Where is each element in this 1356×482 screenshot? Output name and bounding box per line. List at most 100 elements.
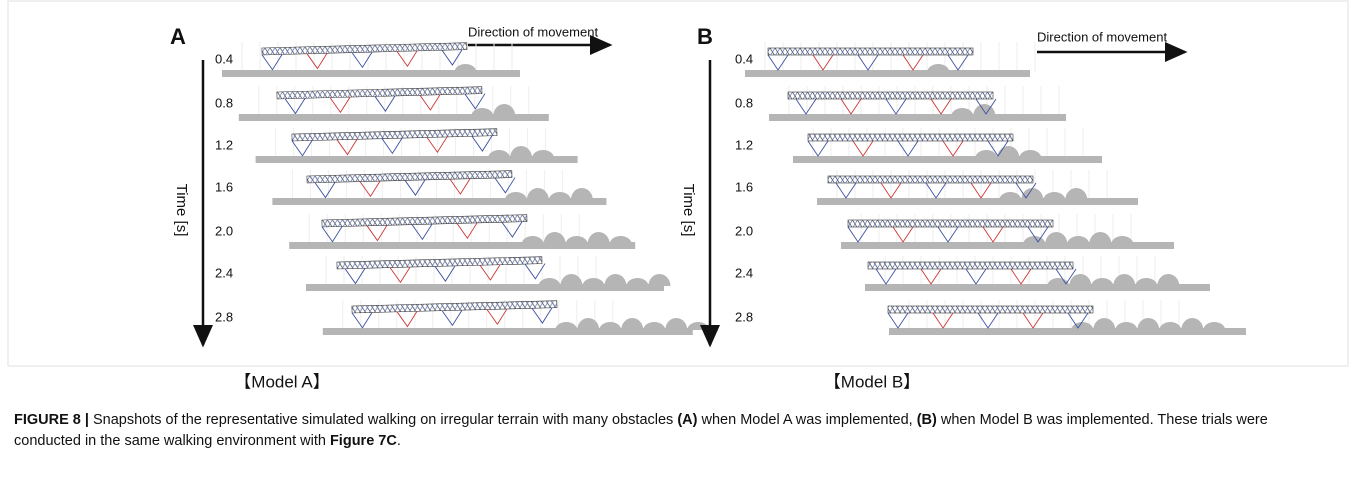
robot-leg (426, 136, 448, 154)
caption-text: when Model A was implemented, (697, 412, 917, 428)
obstacle (1067, 236, 1090, 244)
robot-leg (359, 180, 381, 198)
robot-leg (314, 182, 336, 199)
robot-leg (930, 98, 952, 115)
obstacle (1111, 236, 1134, 244)
robot-leg (411, 223, 433, 241)
obstacle (665, 318, 688, 330)
obstacle (1019, 149, 1042, 158)
direction-label: Direction of movement (468, 24, 598, 39)
robot-leg (321, 226, 343, 243)
ground (255, 156, 578, 163)
snapshot (887, 300, 1246, 335)
ground (769, 114, 1066, 121)
snapshot (865, 256, 1210, 291)
caption-text: (A) (677, 412, 698, 428)
time-label: 2.4 (215, 265, 233, 280)
snapshot (289, 214, 636, 249)
robot-leg (880, 182, 902, 199)
robot-leg (1055, 268, 1077, 285)
robot (827, 175, 1037, 199)
robot-leg (975, 98, 997, 115)
robot (336, 256, 546, 285)
robot-leg (937, 226, 959, 243)
snapshot (238, 86, 549, 121)
obstacle (1069, 274, 1092, 286)
robot-leg (471, 135, 493, 152)
ground (322, 328, 693, 335)
robot (807, 133, 1014, 157)
time-label: 2.0 (215, 223, 233, 238)
obstacle (1089, 232, 1112, 244)
robot-leg (351, 51, 373, 69)
robot-leg (852, 140, 874, 157)
robot-body (351, 300, 558, 314)
panel-label: A (170, 24, 186, 49)
caption-text: Figure 7C (329, 433, 397, 449)
caption-text: when Model B was implemented. These tria… (14, 412, 1268, 449)
obstacle (599, 322, 622, 330)
robot-leg (875, 268, 897, 285)
obstacle (609, 236, 632, 244)
obstacle (1137, 318, 1160, 330)
robot-leg (925, 182, 947, 199)
caption-text: . (396, 433, 401, 449)
time-label: 0.8 (215, 95, 233, 110)
time-label: 1.2 (215, 137, 233, 152)
robot-leg (1010, 268, 1032, 285)
obstacle (1093, 318, 1116, 330)
robot-leg (456, 222, 478, 240)
obstacle (973, 104, 996, 116)
time-label: 0.4 (735, 51, 753, 66)
figure: A Direction of movement Time [s] 【Model A】 0… (7, 0, 1349, 391)
ground (841, 242, 1174, 249)
obstacle (471, 108, 494, 116)
obstacle (951, 108, 974, 116)
robot (261, 42, 468, 71)
obstacle (526, 188, 549, 200)
snapshot (817, 170, 1138, 205)
robot-body (887, 305, 1094, 314)
ground (238, 114, 549, 121)
robot-body (291, 128, 498, 142)
robot-leg (351, 312, 373, 329)
robot-leg (920, 268, 942, 285)
robot-leg (374, 95, 396, 112)
robot-leg (441, 49, 463, 66)
time-axis-label: Time [s] (173, 184, 190, 237)
obstacle (1023, 235, 1046, 244)
obstacle (604, 274, 627, 286)
obstacle (643, 322, 666, 330)
obstacle (975, 150, 998, 158)
obstacle (570, 188, 593, 200)
obstacle (488, 150, 511, 158)
obstacle (1021, 187, 1044, 200)
robot (321, 214, 528, 243)
time-label: 0.4 (215, 51, 233, 66)
caption-text: (B) (916, 412, 937, 428)
obstacle (587, 232, 610, 244)
time-label: 2.8 (215, 309, 233, 324)
robot (276, 86, 486, 115)
snapshot (272, 170, 607, 205)
robot-leg (1022, 312, 1044, 329)
robot-leg (396, 50, 418, 68)
robot-leg (479, 264, 501, 281)
time-label: 1.2 (735, 137, 753, 152)
obstacle (510, 145, 533, 158)
obstacle (621, 318, 644, 330)
robot-leg (366, 225, 388, 242)
robot-leg (977, 312, 999, 329)
robot-leg (987, 140, 1009, 157)
robot-body (261, 42, 468, 56)
robot-leg (965, 268, 987, 285)
figure-frame (7, 0, 1349, 367)
obstacle (560, 274, 583, 286)
snapshot (306, 256, 671, 291)
robot-body (787, 91, 994, 100)
obstacle (1115, 322, 1138, 330)
obstacle (1091, 278, 1114, 286)
time-label: 2.4 (735, 265, 753, 280)
obstacle (1113, 274, 1136, 286)
